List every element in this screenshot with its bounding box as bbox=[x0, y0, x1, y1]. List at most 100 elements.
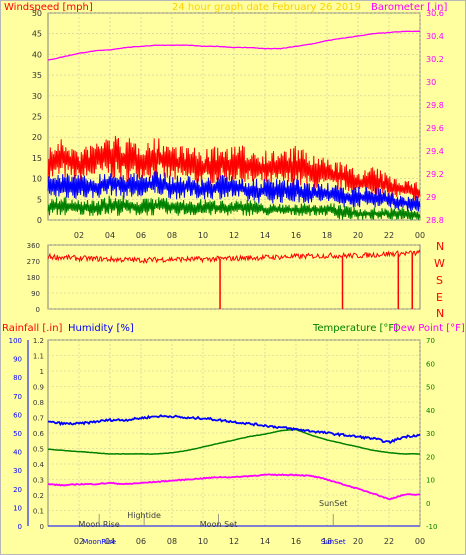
humidity-tick-label: 0.5 bbox=[33, 446, 44, 454]
barometer-tick-label: 29.8 bbox=[426, 101, 444, 110]
events-layer: Moon Rise Hightide Moon Set SunSet MoonRise S… bbox=[79, 499, 348, 546]
compass-n-bottom: N bbox=[436, 307, 444, 320]
wind-x-tick-label: 08 bbox=[167, 231, 177, 240]
climate-x-tick-label: 08 bbox=[167, 537, 177, 546]
compass-n-top: N bbox=[436, 240, 444, 253]
wind-x-tick-label: 20 bbox=[353, 231, 363, 240]
humidity-tick-label: 0.3 bbox=[33, 477, 44, 485]
temperature-tick-label: 70 bbox=[426, 337, 435, 345]
direction-tick-label: 270 bbox=[27, 258, 40, 266]
wind-tick-label: 10 bbox=[32, 175, 42, 184]
climate-x-tick-label: 12 bbox=[229, 537, 239, 546]
humidity-tick-label: 0.1 bbox=[33, 508, 44, 516]
temperature-tick-label: 30 bbox=[426, 430, 435, 438]
temperature-axis-title: Temperature [°F] bbox=[312, 323, 398, 334]
direction-tick-label: 180 bbox=[27, 274, 40, 282]
wind-x-tick-label: 22 bbox=[384, 231, 394, 240]
wind-tick-label: 45 bbox=[32, 30, 42, 39]
barometer-tick-label: 29.2 bbox=[426, 170, 444, 179]
wind-tick-label: 0 bbox=[37, 216, 42, 225]
rain-tick-label: 90 bbox=[13, 356, 22, 364]
wind-average-series bbox=[47, 170, 421, 212]
wind-low-series bbox=[47, 195, 421, 220]
climate-x-tick-label: 20 bbox=[353, 537, 363, 546]
rain-tick-label: 0 bbox=[18, 523, 22, 531]
barometer-tick-label: 28.8 bbox=[426, 216, 444, 225]
event-label: Moon Rise bbox=[79, 520, 120, 529]
wind-tick-label: 25 bbox=[32, 113, 42, 122]
barometer-tick-label: 30.6 bbox=[426, 9, 444, 18]
wind-tick-label: 30 bbox=[32, 92, 42, 101]
wind-tick-label: 15 bbox=[32, 154, 42, 163]
wind-x-tick-label: 02 bbox=[74, 231, 84, 240]
barometer-tick-label: 29.4 bbox=[426, 147, 444, 156]
wind-gust-series bbox=[47, 135, 421, 202]
humidity-tick-label: 1.2 bbox=[33, 337, 44, 345]
barometer-tick-label: 29.6 bbox=[426, 124, 444, 133]
wind-x-tick-label: 10 bbox=[198, 231, 208, 240]
climate-x-tick-label: 10 bbox=[198, 537, 208, 546]
humidity-tick-label: 0.9 bbox=[33, 384, 44, 392]
rain-tick-label: 70 bbox=[13, 393, 22, 401]
compass-e: E bbox=[436, 291, 443, 304]
dewpoint-axis-title: Dew Point [°F] bbox=[393, 323, 465, 334]
wind-x-tick-label: 06 bbox=[136, 231, 146, 240]
humidity-tick-label: 0.2 bbox=[33, 492, 44, 500]
barometer-tick-label: 29 bbox=[426, 193, 436, 202]
rain-tick-label: 40 bbox=[13, 449, 22, 457]
wind-tick-label: 40 bbox=[32, 50, 42, 59]
humidity-tick-label: 1 bbox=[40, 368, 44, 376]
temperature-tick-label: 0 bbox=[426, 500, 430, 508]
wind-tick-label: 5 bbox=[37, 195, 42, 204]
graph-date-title: 24 hour graph date February 26 2019 bbox=[172, 2, 361, 13]
event-label: Hightide bbox=[127, 511, 161, 520]
rain-tick-label: 10 bbox=[13, 504, 22, 512]
climate-x-tick-label: 04 bbox=[105, 537, 115, 546]
event-bottom-label: MoonRise bbox=[82, 538, 116, 546]
wind-x-tick-label: 00 bbox=[415, 231, 425, 240]
climate-x-tick-label: 22 bbox=[384, 537, 394, 546]
barometer-series bbox=[47, 30, 421, 61]
direction-tick-label: 90 bbox=[31, 290, 40, 298]
temperature-tick-label: -10 bbox=[426, 523, 437, 531]
temperature-tick-label: 60 bbox=[426, 360, 435, 368]
direction-tick-label: 360 bbox=[27, 242, 40, 250]
wind-direction-series bbox=[47, 249, 421, 265]
climate-x-tick-label: 00 bbox=[415, 537, 425, 546]
humidity-tick-label: 1.1 bbox=[33, 353, 44, 361]
temperature-tick-label: 10 bbox=[426, 477, 435, 485]
climate-x-tick-label: 16 bbox=[291, 537, 301, 546]
wind-x-tick-label: 12 bbox=[229, 231, 239, 240]
wind-x-tick-label: 18 bbox=[322, 231, 332, 240]
rain-tick-label: 80 bbox=[13, 374, 22, 382]
rain-tick-label: 60 bbox=[13, 411, 22, 419]
humidity-tick-label: 0.4 bbox=[33, 461, 45, 469]
humidity-tick-label: 0.7 bbox=[33, 415, 44, 423]
humidity-tick-label: 0.6 bbox=[33, 430, 45, 438]
climate-x-tick-label: 06 bbox=[136, 537, 146, 546]
humidity-tick-label: 0.8 bbox=[33, 399, 44, 407]
rain-tick-label: 100 bbox=[9, 337, 22, 345]
barometer-axis-title: Barometer [.in] bbox=[371, 2, 447, 13]
axis-labels-layer: 0510152025303540455028.82929.229.429.629… bbox=[9, 9, 444, 546]
rainfall-axis-title: Rainfall [.in] bbox=[2, 323, 63, 334]
windspeed-axis-title: Windspeed [mph] bbox=[4, 2, 93, 13]
climate-x-tick-label: 18 bbox=[322, 537, 332, 546]
wind-tick-label: 20 bbox=[32, 133, 42, 142]
wind-x-tick-label: 14 bbox=[260, 231, 270, 240]
rain-tick-label: 50 bbox=[13, 430, 22, 438]
humidity-tick-label: 0 bbox=[40, 523, 44, 531]
compass-w: W bbox=[434, 257, 445, 270]
direction-tick-label: 0 bbox=[36, 306, 40, 314]
temperature-tick-label: 40 bbox=[426, 407, 435, 415]
temperature-tick-label: 50 bbox=[426, 384, 435, 392]
event-bottom-label: SunSet bbox=[321, 538, 346, 546]
event-label: SunSet bbox=[319, 499, 347, 508]
rain-tick-label: 20 bbox=[13, 486, 22, 494]
rain-tick-label: 30 bbox=[13, 467, 22, 475]
compass-s: S bbox=[436, 274, 443, 287]
wind-tick-label: 35 bbox=[32, 71, 42, 80]
barometer-tick-label: 30.4 bbox=[426, 32, 444, 41]
